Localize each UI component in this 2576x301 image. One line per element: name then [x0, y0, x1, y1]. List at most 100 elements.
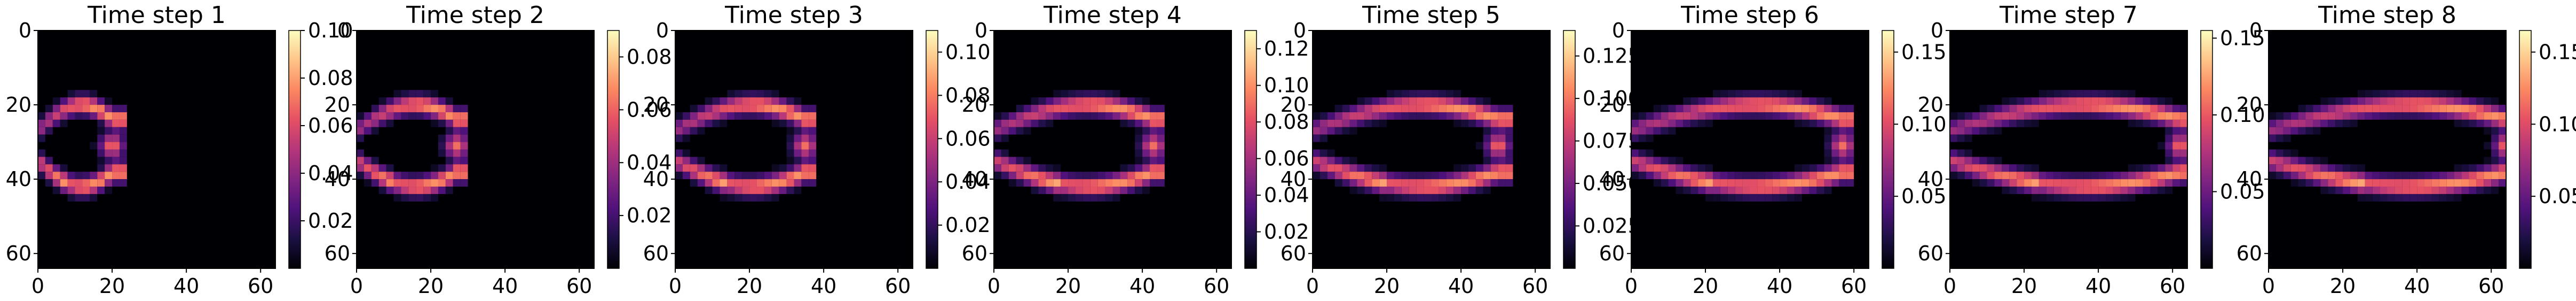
- heatmap-cell: [1979, 119, 1987, 127]
- heatmap-cell: [1698, 172, 1706, 180]
- heatmap-cell: [1957, 112, 1965, 120]
- heatmap-cell: [393, 172, 401, 180]
- heatmap-cell: [1668, 157, 1676, 165]
- heatmap-cell: [2038, 90, 2046, 98]
- heatmap-cell: [1468, 187, 1476, 194]
- heatmap-cell: [2275, 157, 2283, 165]
- heatmap-cell: [357, 149, 364, 157]
- heatmap-cell: [416, 112, 424, 120]
- heatmap-cell: [1038, 112, 1046, 120]
- heatmap-cell: [67, 172, 75, 180]
- heatmap-cell: [1379, 187, 1387, 194]
- heatmap-background: [1313, 30, 1550, 268]
- heatmap-cell: [2180, 179, 2187, 187]
- heatmap-cell: [801, 164, 809, 172]
- heatmap-cell: [2158, 164, 2166, 172]
- heatmap-cell: [2113, 105, 2121, 112]
- y-tick-label: 40: [2237, 167, 2262, 191]
- heatmap-cell: [1653, 179, 1661, 187]
- heatmap-cell: [1401, 105, 1409, 112]
- heatmap-cell: [779, 97, 787, 105]
- heatmap-cell: [105, 179, 113, 187]
- heatmap-cell: [1394, 90, 1402, 98]
- heatmap-cell: [2298, 164, 2306, 172]
- subplot-5: Time step 50 20 40 6002040600.0250.0500.075…: [1281, 2, 1641, 298]
- heatmap-cell: [2313, 127, 2321, 135]
- heatmap-cell: [2061, 187, 2069, 194]
- heatmap-cell: [1082, 112, 1091, 120]
- heatmap-cell: [2372, 179, 2380, 187]
- heatmap-cell: [2320, 187, 2328, 194]
- heatmap-cell: [749, 172, 757, 180]
- heatmap-background: [38, 30, 275, 268]
- heatmap-cell: [994, 112, 1001, 120]
- heatmap-cell: [453, 112, 461, 120]
- heatmap-cell: [445, 179, 453, 187]
- heatmap-cell: [1105, 97, 1113, 105]
- heatmap-cell: [364, 119, 372, 127]
- heatmap-cell: [386, 112, 394, 120]
- y-tick-label: 20: [6, 93, 31, 117]
- heatmap-cell: [1750, 90, 1758, 98]
- heatmap-cell: [431, 105, 438, 112]
- heatmap-cell: [1334, 127, 1342, 135]
- heatmap-cell: [690, 119, 698, 127]
- heatmap-cell: [2091, 187, 2099, 194]
- heatmap-cell: [1416, 172, 1424, 180]
- heatmap-cell: [1349, 112, 1357, 120]
- heatmap-cell: [75, 90, 83, 98]
- heatmap-cell: [734, 105, 742, 112]
- heatmap-cell: [1801, 97, 1809, 105]
- heatmap-cell: [2328, 112, 2336, 120]
- heatmap-cell: [1157, 172, 1165, 180]
- heatmap-cell: [408, 187, 416, 194]
- heatmap-cell: [1157, 157, 1165, 165]
- heatmap-cell: [2499, 105, 2506, 112]
- heatmap-cell: [1720, 179, 1728, 187]
- heatmap-cell: [1964, 112, 1972, 120]
- heatmap-cell: [2469, 164, 2477, 172]
- heatmap-cell: [2491, 179, 2499, 187]
- heatmap-cell: [682, 119, 690, 127]
- heatmap-cell: [1742, 187, 1750, 194]
- heatmap-cell: [1446, 172, 1454, 180]
- heatmap-cell: [1387, 97, 1394, 105]
- heatmap-cell: [2313, 105, 2321, 112]
- heatmap-cell: [2357, 187, 2365, 194]
- axes-frame: [37, 30, 276, 269]
- heatmap-cell: [2335, 119, 2343, 127]
- heatmap-cell: [1105, 90, 1113, 98]
- heatmap-cell: [2017, 172, 2025, 180]
- colorbar-tick-label: 0.06: [308, 114, 353, 137]
- x-tick-label: 60: [566, 274, 592, 298]
- heatmap-cell: [1631, 127, 1639, 135]
- heatmap-cell: [1127, 179, 1135, 187]
- heatmap-cell: [45, 179, 53, 187]
- heatmap-cell: [1987, 127, 1995, 135]
- heatmap-cell: [705, 179, 713, 187]
- heatmap-cell: [1327, 157, 1335, 165]
- heatmap-cell: [1757, 179, 1765, 187]
- heatmap-cell: [675, 134, 683, 142]
- heatmap-cell: [105, 127, 113, 135]
- heatmap-cell: [2046, 105, 2054, 112]
- heatmap-cell: [453, 157, 461, 165]
- heatmap-cell: [2083, 90, 2091, 98]
- heatmap-cell: [2053, 90, 2061, 98]
- heatmap-cell: [697, 179, 705, 187]
- heatmap-cell: [779, 105, 787, 112]
- x-tick-label: 20: [1055, 274, 1081, 298]
- heatmap-cell: [2172, 127, 2180, 135]
- heatmap-cell: [801, 149, 809, 157]
- heatmap-cell: [1150, 119, 1157, 127]
- heatmap-cell: [1349, 164, 1357, 172]
- heatmap-cell: [2031, 97, 2039, 105]
- colorbar-tick-label: 0.08: [1264, 110, 1309, 134]
- heatmap-cell: [1053, 194, 1061, 202]
- heatmap-cell: [1676, 105, 1684, 112]
- heatmap-cell: [416, 187, 424, 194]
- heatmap-cell: [2320, 172, 2328, 180]
- heatmap-cell: [2128, 119, 2136, 127]
- heatmap-cell: [1780, 112, 1788, 120]
